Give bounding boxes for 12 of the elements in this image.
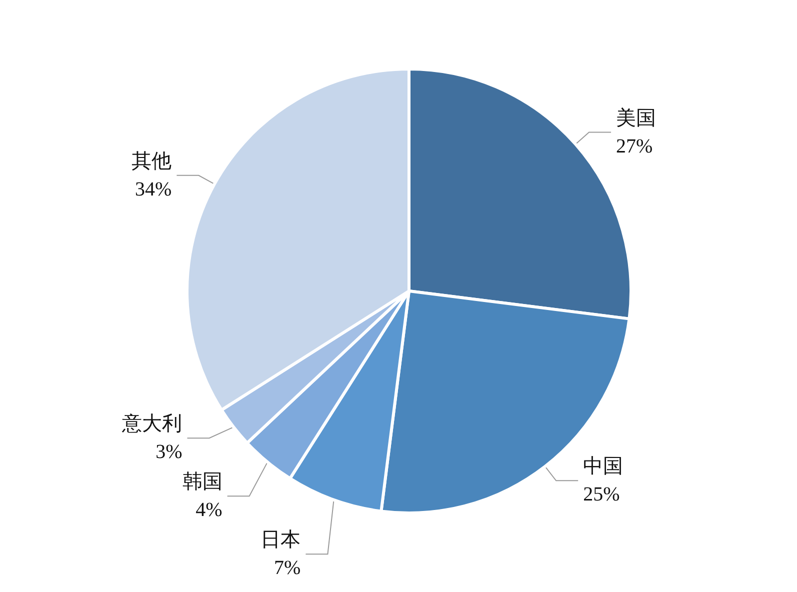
slice-label: 美国: [616, 106, 656, 130]
slice-label: 其他: [132, 150, 172, 172]
data-label: 3%: [156, 441, 182, 464]
data-label: 25%: [583, 484, 620, 506]
data-label: 27%: [616, 135, 653, 158]
slice-label: 中国: [583, 456, 624, 478]
data-label: 34%: [135, 178, 172, 200]
data-label: 7%: [274, 557, 301, 580]
data-label: 4%: [196, 499, 222, 522]
slice-label: 意大利: [121, 413, 182, 436]
slice-label: 韩国: [182, 471, 222, 494]
slice-label: 日本: [260, 529, 301, 552]
